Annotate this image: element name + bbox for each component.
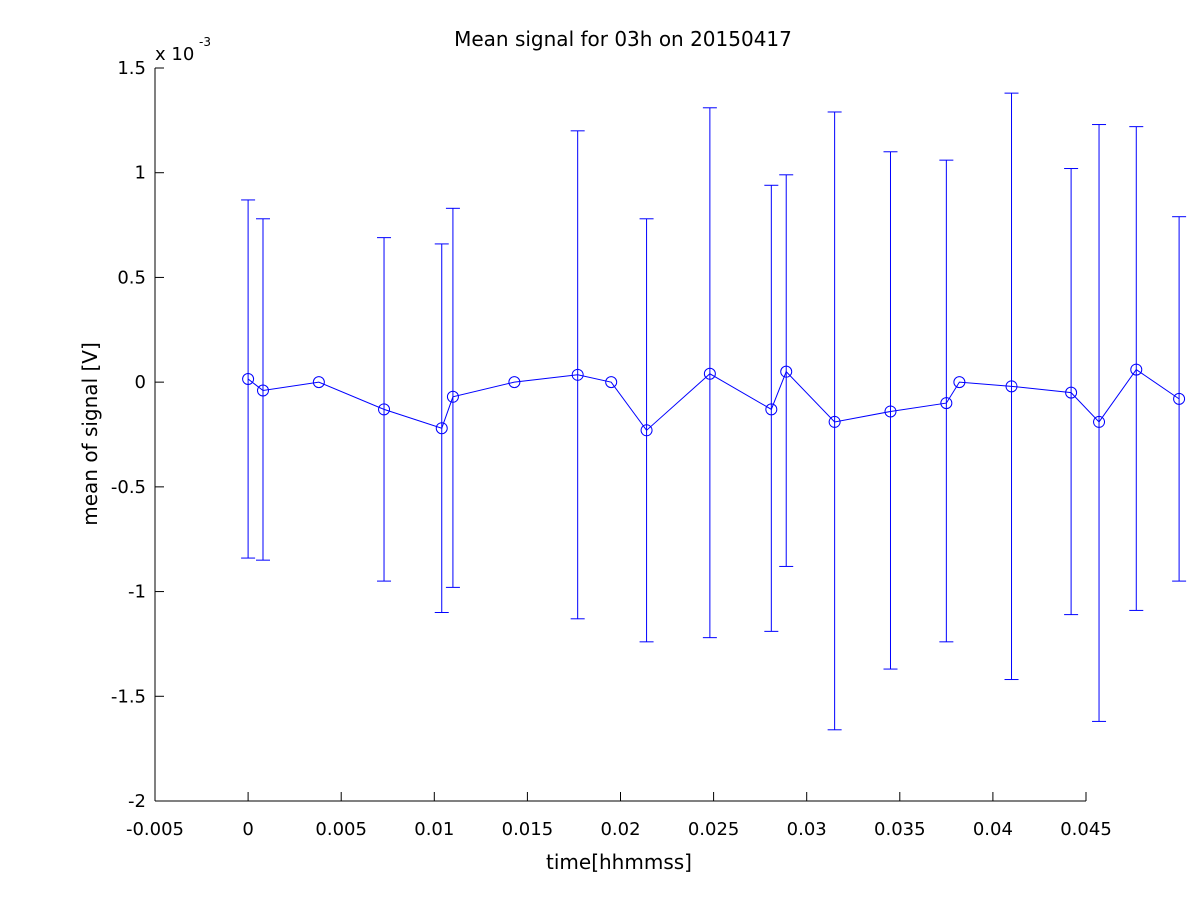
error-bars: [241, 92, 1187, 731]
y-tick-label: 1.5: [117, 58, 146, 79]
x-axis-ticks: -0.005 0 0.005 0.01 0.015 0.02 0.025 0.03 0.035 0…: [126, 792, 1112, 840]
error-bar: [779, 174, 794, 567]
data-point: [605, 376, 618, 389]
x-tick-label: 0.04: [973, 819, 1013, 840]
exponent-label: x 10 -3: [155, 35, 211, 65]
error-bar: [827, 111, 842, 731]
exponent-power: -3: [199, 35, 211, 49]
y-tick-label: 0.5: [117, 267, 146, 288]
data-point: [703, 367, 716, 380]
data-point: [940, 397, 953, 410]
x-tick-label: 0.01: [414, 819, 454, 840]
data-point: [378, 403, 391, 416]
y-tick-label: -1: [128, 582, 146, 603]
data-point: [640, 424, 653, 437]
x-tick-label: 0.005: [315, 819, 367, 840]
x-tick-label: 0.02: [600, 819, 640, 840]
data-point: [312, 376, 325, 389]
error-bar: [1092, 124, 1107, 722]
y-tick-label: 0: [135, 372, 146, 393]
data-point: [765, 403, 778, 416]
chart-title: Mean signal for 03h on 20150417: [454, 27, 792, 51]
error-bar: [1064, 168, 1079, 616]
y-tick-label: -0.5: [111, 477, 146, 498]
error-bar: [702, 107, 717, 639]
error-bar: [1129, 126, 1144, 611]
x-tick-label: 0.035: [874, 819, 926, 840]
y-axis-ticks: -2 -1.5 -1 -0.5 0 0.5 1 1.5: [111, 58, 164, 812]
data-point: [571, 368, 584, 381]
y-tick-label: -2: [128, 791, 146, 812]
data-point: [1130, 363, 1143, 376]
exponent-base: x 10: [155, 44, 194, 65]
data-point: [884, 405, 897, 418]
data-point: [780, 365, 793, 378]
x-axis-label: time[hhmmss]: [546, 850, 692, 874]
x-tick-label: 0.015: [502, 819, 554, 840]
y-axis-label: mean of signal [V]: [78, 342, 102, 526]
data-point: [1065, 386, 1078, 399]
data-point: [1173, 392, 1186, 405]
x-tick-label: 0.03: [787, 819, 827, 840]
data-point: [953, 376, 966, 389]
series-line: [247, 368, 1180, 432]
y-tick-label: 1: [135, 163, 146, 184]
data-point: [1005, 380, 1018, 393]
data-point: [508, 376, 521, 389]
data-point: [446, 390, 459, 403]
y-tick-label: -1.5: [111, 686, 146, 707]
x-tick-label: -0.005: [126, 819, 184, 840]
data-point: [242, 373, 255, 386]
data-markers: [242, 363, 1186, 437]
x-tick-label: 0.045: [1060, 819, 1112, 840]
data-point: [1093, 415, 1106, 428]
data-point: [435, 422, 448, 435]
error-bar: [255, 218, 270, 561]
data-point: [828, 415, 841, 428]
error-bar: [883, 151, 898, 670]
data-point: [256, 384, 269, 397]
x-tick-label: 0.025: [688, 819, 740, 840]
error-bar: [939, 159, 954, 643]
x-tick-label: 0: [242, 819, 253, 840]
